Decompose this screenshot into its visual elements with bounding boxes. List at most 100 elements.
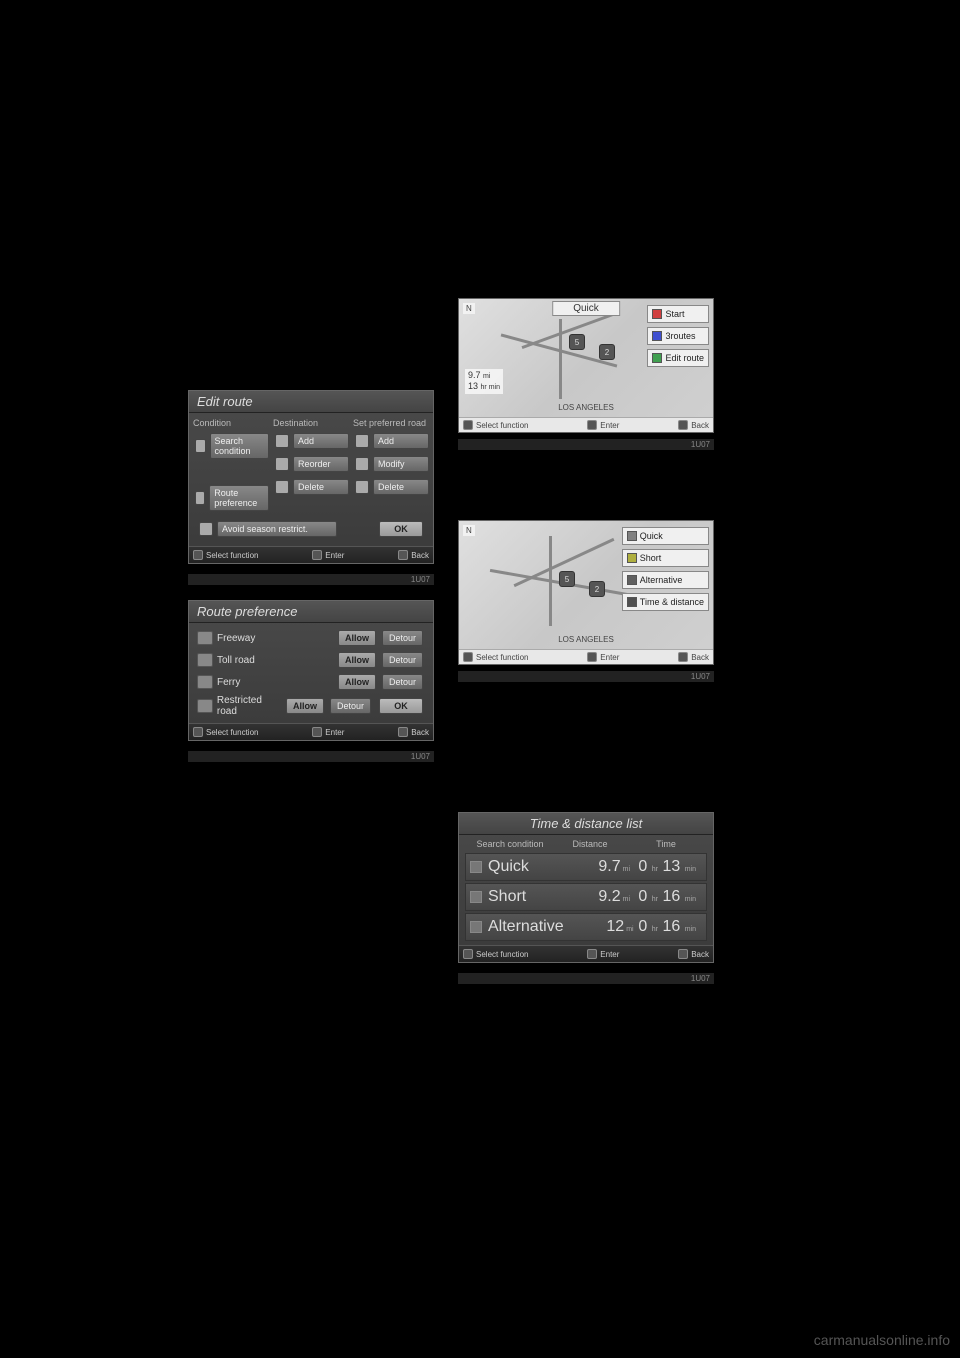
quick-row-time: 0 hr 13 min [630,858,702,876]
select-function-label: Select function [206,551,258,560]
freeway-detour-button[interactable]: Detour [382,630,423,646]
road-modify-button[interactable]: Modify [373,456,429,472]
avoid-color [199,522,213,536]
short-row-name: Short [488,888,560,906]
dest-reorder-button[interactable]: Reorder [293,456,349,472]
map1-city-label: LOS ANGELES [558,403,614,412]
dest-add-color [275,434,289,448]
edit-route-body: Condition Search condition Route prefere… [189,413,433,546]
code-label-3: 1U07 [458,439,714,450]
code-label-1: 1U07 [188,574,434,585]
restricted-icon [197,699,213,713]
edit-route-map-button[interactable]: Edit route [647,349,709,367]
dest-reorder-color [275,457,289,471]
map2-panel[interactable]: 5 2 N LOS ANGELES Quick Short Alternativ… [458,520,714,665]
freeway-allow-button[interactable]: Allow [338,630,376,646]
tollroad-row: Toll road Allow Detour [193,649,429,671]
route-pref-ok-button[interactable]: OK [379,698,423,714]
quick-button[interactable]: Quick [622,527,709,545]
condition-header: Condition [193,417,271,429]
dest-delete-color [275,480,289,494]
map2-city-label: LOS ANGELES [558,635,614,644]
avoid-season-button[interactable]: Avoid season restrict. [217,521,337,537]
joystick-icon [463,949,473,959]
edit-route-color-icon [652,353,662,363]
tollroad-label: Toll road [217,655,255,666]
3routes-color-icon [652,331,662,341]
road-delete-button[interactable]: Delete [373,479,429,495]
enter-label: Enter [325,551,344,560]
map1-compass: N [463,303,475,314]
td-row-alternative[interactable]: Alternative 12mi 0 hr 16 min [465,913,707,941]
quick-row-dist: 9.7mi [560,858,630,876]
dest-delete-button[interactable]: Delete [293,479,349,495]
route-preference-button[interactable]: Route preference [209,485,269,511]
alternative-button[interactable]: Alternative [622,571,709,589]
short-row-dist: 9.2mi [560,888,630,906]
alt-row-dist: 12mi [564,918,634,936]
td-header-time: Time [625,839,707,849]
restricted-row: Restricted road AllowDetourOK [193,693,429,719]
route-pref-panel: Route preference Freeway AllowDetour Tol… [188,600,434,741]
road-delete-color [355,480,369,494]
back-label: Back [411,728,429,737]
tollroad-allow-button[interactable]: Allow [338,652,376,668]
joystick-icon [193,727,203,737]
td-row-short[interactable]: Short 9.2mi 0 hr 16 min [465,883,707,911]
time-distance-footer: Select function Enter Back [459,945,713,962]
enter-icon [312,550,322,560]
watermark: carmanualsonline.info [814,1332,950,1348]
route-pref-footer: Select function Enter Back [189,723,433,740]
map1-distance: 9.7 mi 13 hr min [465,369,503,394]
joystick-icon [463,652,473,662]
restricted-allow-button[interactable]: Allow [286,698,324,714]
joystick-icon [193,550,203,560]
preferred-road-header: Set preferred road [353,417,431,429]
time-distance-panel: Time & distance list Search condition Di… [458,812,714,963]
map2-buttons: Quick Short Alternative Time & distance [622,527,709,611]
alt-row-time: 0 hr 16 min [634,918,702,936]
ferry-allow-button[interactable]: Allow [338,674,376,690]
td-row-quick[interactable]: Quick 9.7mi 0 hr 13 min [465,853,707,881]
time-distance-button[interactable]: Time & distance [622,593,709,611]
short-button[interactable]: Short [622,549,709,567]
back-label: Back [411,551,429,560]
map1-panel[interactable]: 5 2 Quick N 9.7 mi 13 hr min LOS ANGELES… [458,298,714,433]
td-header-condition: Search condition [465,839,555,849]
destination-header: Destination [273,417,351,429]
freeway-row: Freeway AllowDetour [193,627,429,649]
ferry-detour-button[interactable]: Detour [382,674,423,690]
td-header-row: Search condition Distance Time [461,837,711,851]
map1-footer: Select function Enter Back [459,417,713,432]
preferred-road-column: Set preferred road Add Modify Delete [353,417,431,514]
back-icon [678,652,688,662]
back-icon [678,949,688,959]
restricted-detour-button[interactable]: Detour [330,698,371,714]
back-icon [398,550,408,560]
3routes-button[interactable]: 3routes [647,327,709,345]
alt-color-icon [627,575,637,585]
enter-icon [587,652,597,662]
route-shield-2: 2 [599,344,615,360]
edit-route-panel: Edit route Condition Search condition Ro… [188,390,434,564]
left-column: Edit route Condition Search condition Ro… [188,390,434,762]
alt-row-name: Alternative [488,918,564,936]
condition-column: Condition Search condition Route prefere… [193,417,271,514]
back-icon [398,727,408,737]
edit-route-ok-button[interactable]: OK [379,521,423,537]
tollroad-detour-button[interactable]: Detour [382,652,423,668]
road-add-button[interactable]: Add [373,433,429,449]
quick-color-icon [627,531,637,541]
code-label-2: 1U07 [188,751,434,762]
search-condition-button[interactable]: Search condition [210,433,270,459]
dest-add-button[interactable]: Add [293,433,349,449]
start-button[interactable]: Start [647,305,709,323]
destination-column: Destination Add Reorder Delete [273,417,351,514]
map2-footer: Select function Enter Back [459,649,713,664]
enter-icon [587,949,597,959]
enter-label: Enter [325,728,344,737]
ferry-label: Ferry [217,677,240,688]
joystick-icon [463,420,473,430]
search-condition-color [195,439,206,453]
route-pref-body: Freeway AllowDetour Toll road AllowDetou… [189,623,433,723]
